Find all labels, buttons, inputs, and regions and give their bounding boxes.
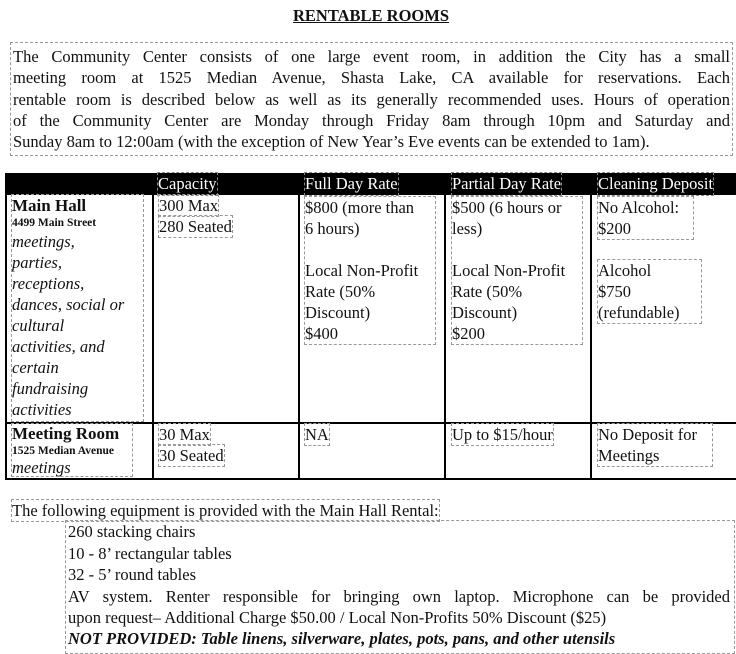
cell-line: $750: [598, 282, 631, 301]
deposit-cell: No Deposit for Meetings: [597, 423, 713, 467]
equipment-item: 260 stacking chairs: [68, 522, 196, 541]
intro-line: of the Community Center are Monday throu…: [13, 111, 730, 130]
partial-day-rate-cell: $500 (6 hours or less) Local Non-Profit Rat…: [451, 196, 583, 345]
cell-line: Local Non-Profit: [305, 261, 419, 280]
room-name: Meeting Room: [12, 424, 120, 443]
not-provided-note: NOT PROVIDED: Table linens, silverware, …: [68, 629, 616, 648]
header-partial-day-rate: Partial Day Rate: [450, 172, 563, 196]
table-header-row: [5, 173, 736, 195]
equipment-intro: The following equipment is provided with…: [11, 499, 440, 522]
intro-line: Sunday 8am to 12:00am (with the exceptio…: [13, 132, 650, 151]
equipment-item: AV system. Renter responsible for bringi…: [68, 587, 730, 606]
cell-line: 6 hours): [305, 219, 360, 238]
cell-line: activities, and: [12, 337, 105, 356]
cell-line: receptions,: [12, 274, 85, 293]
cell-line: Local Non-Profit: [452, 261, 566, 280]
partial-day-rate-cell: Up to $15/hour: [451, 423, 554, 446]
room-address: 4499 Main Street: [12, 217, 97, 229]
cell-line: $400: [305, 324, 338, 343]
main-hall-cell: Main Hall 4499 Main Street meetings, part…: [11, 194, 144, 422]
cell-line: fundraising: [12, 379, 89, 398]
cell-line: (refundable): [598, 303, 680, 322]
cell-line: Discount): [305, 303, 371, 322]
intro-line: rentable room is described below as well…: [13, 90, 730, 109]
header-cleaning-deposit: Cleaning Deposit: [596, 172, 715, 196]
cell-line: meetings,: [12, 232, 75, 251]
cell-line: Rate (50%: [305, 282, 376, 301]
capacity-cell: 30 Max 30 Seated: [158, 423, 225, 467]
room-uses: meetings, parties, receptions, dances, soci…: [12, 231, 143, 420]
cell-line: activities: [12, 400, 72, 419]
capacity-max: 300 Max: [157, 194, 220, 217]
table-border: [5, 422, 736, 424]
cell-line: cultural: [12, 316, 65, 335]
header-capacity: Capacity: [157, 172, 218, 196]
capacity-cell: 300 Max 280 Seated: [157, 194, 233, 238]
cell-line: No Alcohol:: [598, 198, 680, 217]
table-border: [298, 173, 300, 480]
intro-line: meeting room at 1525 Median Avenue, Shas…: [13, 68, 730, 87]
equipment-item: upon request– Additional Charge $50.00 /…: [68, 608, 607, 627]
cell-line: [305, 239, 435, 260]
table-border: [5, 173, 7, 480]
intro-line: The Community Center consists of one lar…: [13, 47, 730, 66]
room-address: 1525 Median Avenue: [12, 445, 115, 457]
cell-line: less): [452, 219, 483, 238]
deposit-cell: No Alcohol: $200 Alcohol $750 (refundable): [597, 196, 702, 324]
cell-line: dances, social or: [12, 295, 125, 314]
cell-line: Rate (50%: [452, 282, 523, 301]
cell-line: [452, 239, 582, 260]
cell-line: $200: [598, 219, 631, 238]
table-border: [5, 478, 736, 480]
deposit-line: Meetings: [598, 446, 660, 465]
cell-line: $800 (more than: [305, 198, 415, 217]
deposit-alcohol: Alcohol $750 (refundable): [597, 259, 702, 324]
equipment-item: 10 - 8’ rectangular tables: [68, 544, 232, 563]
equipment-item: 32 - 5’ round tables: [68, 565, 196, 584]
deposit-line: No Deposit for: [598, 425, 697, 444]
table-border: [590, 173, 592, 480]
capacity-max: 30 Max: [158, 423, 211, 446]
cell-line: $200: [452, 324, 485, 343]
capacity-seated: 280 Seated: [158, 215, 233, 238]
header-full-day-rate: Full Day Rate: [304, 172, 399, 196]
meeting-room-cell: Meeting Room 1525 Median Avenue meetings: [11, 423, 133, 477]
cell-line: Alcohol: [598, 261, 652, 280]
cell-line: parties,: [12, 253, 62, 272]
table-border: [152, 173, 154, 480]
full-day-rate-cell: NA: [304, 423, 330, 446]
cell-line: certain: [12, 358, 59, 377]
cell-line: $500 (6 hours or: [452, 198, 562, 217]
capacity-seated: 30 Seated: [158, 444, 225, 467]
page-title: RENTABLE ROOMS: [292, 6, 449, 25]
room-name: Main Hall: [12, 196, 87, 215]
room-uses: meetings: [12, 458, 71, 477]
cell-line: Discount): [452, 303, 518, 322]
table-border: [444, 173, 446, 480]
deposit-no-alcohol: No Alcohol: $200: [597, 196, 694, 240]
full-day-rate-cell: $800 (more than 6 hours) Local Non-Profit R…: [304, 196, 436, 345]
